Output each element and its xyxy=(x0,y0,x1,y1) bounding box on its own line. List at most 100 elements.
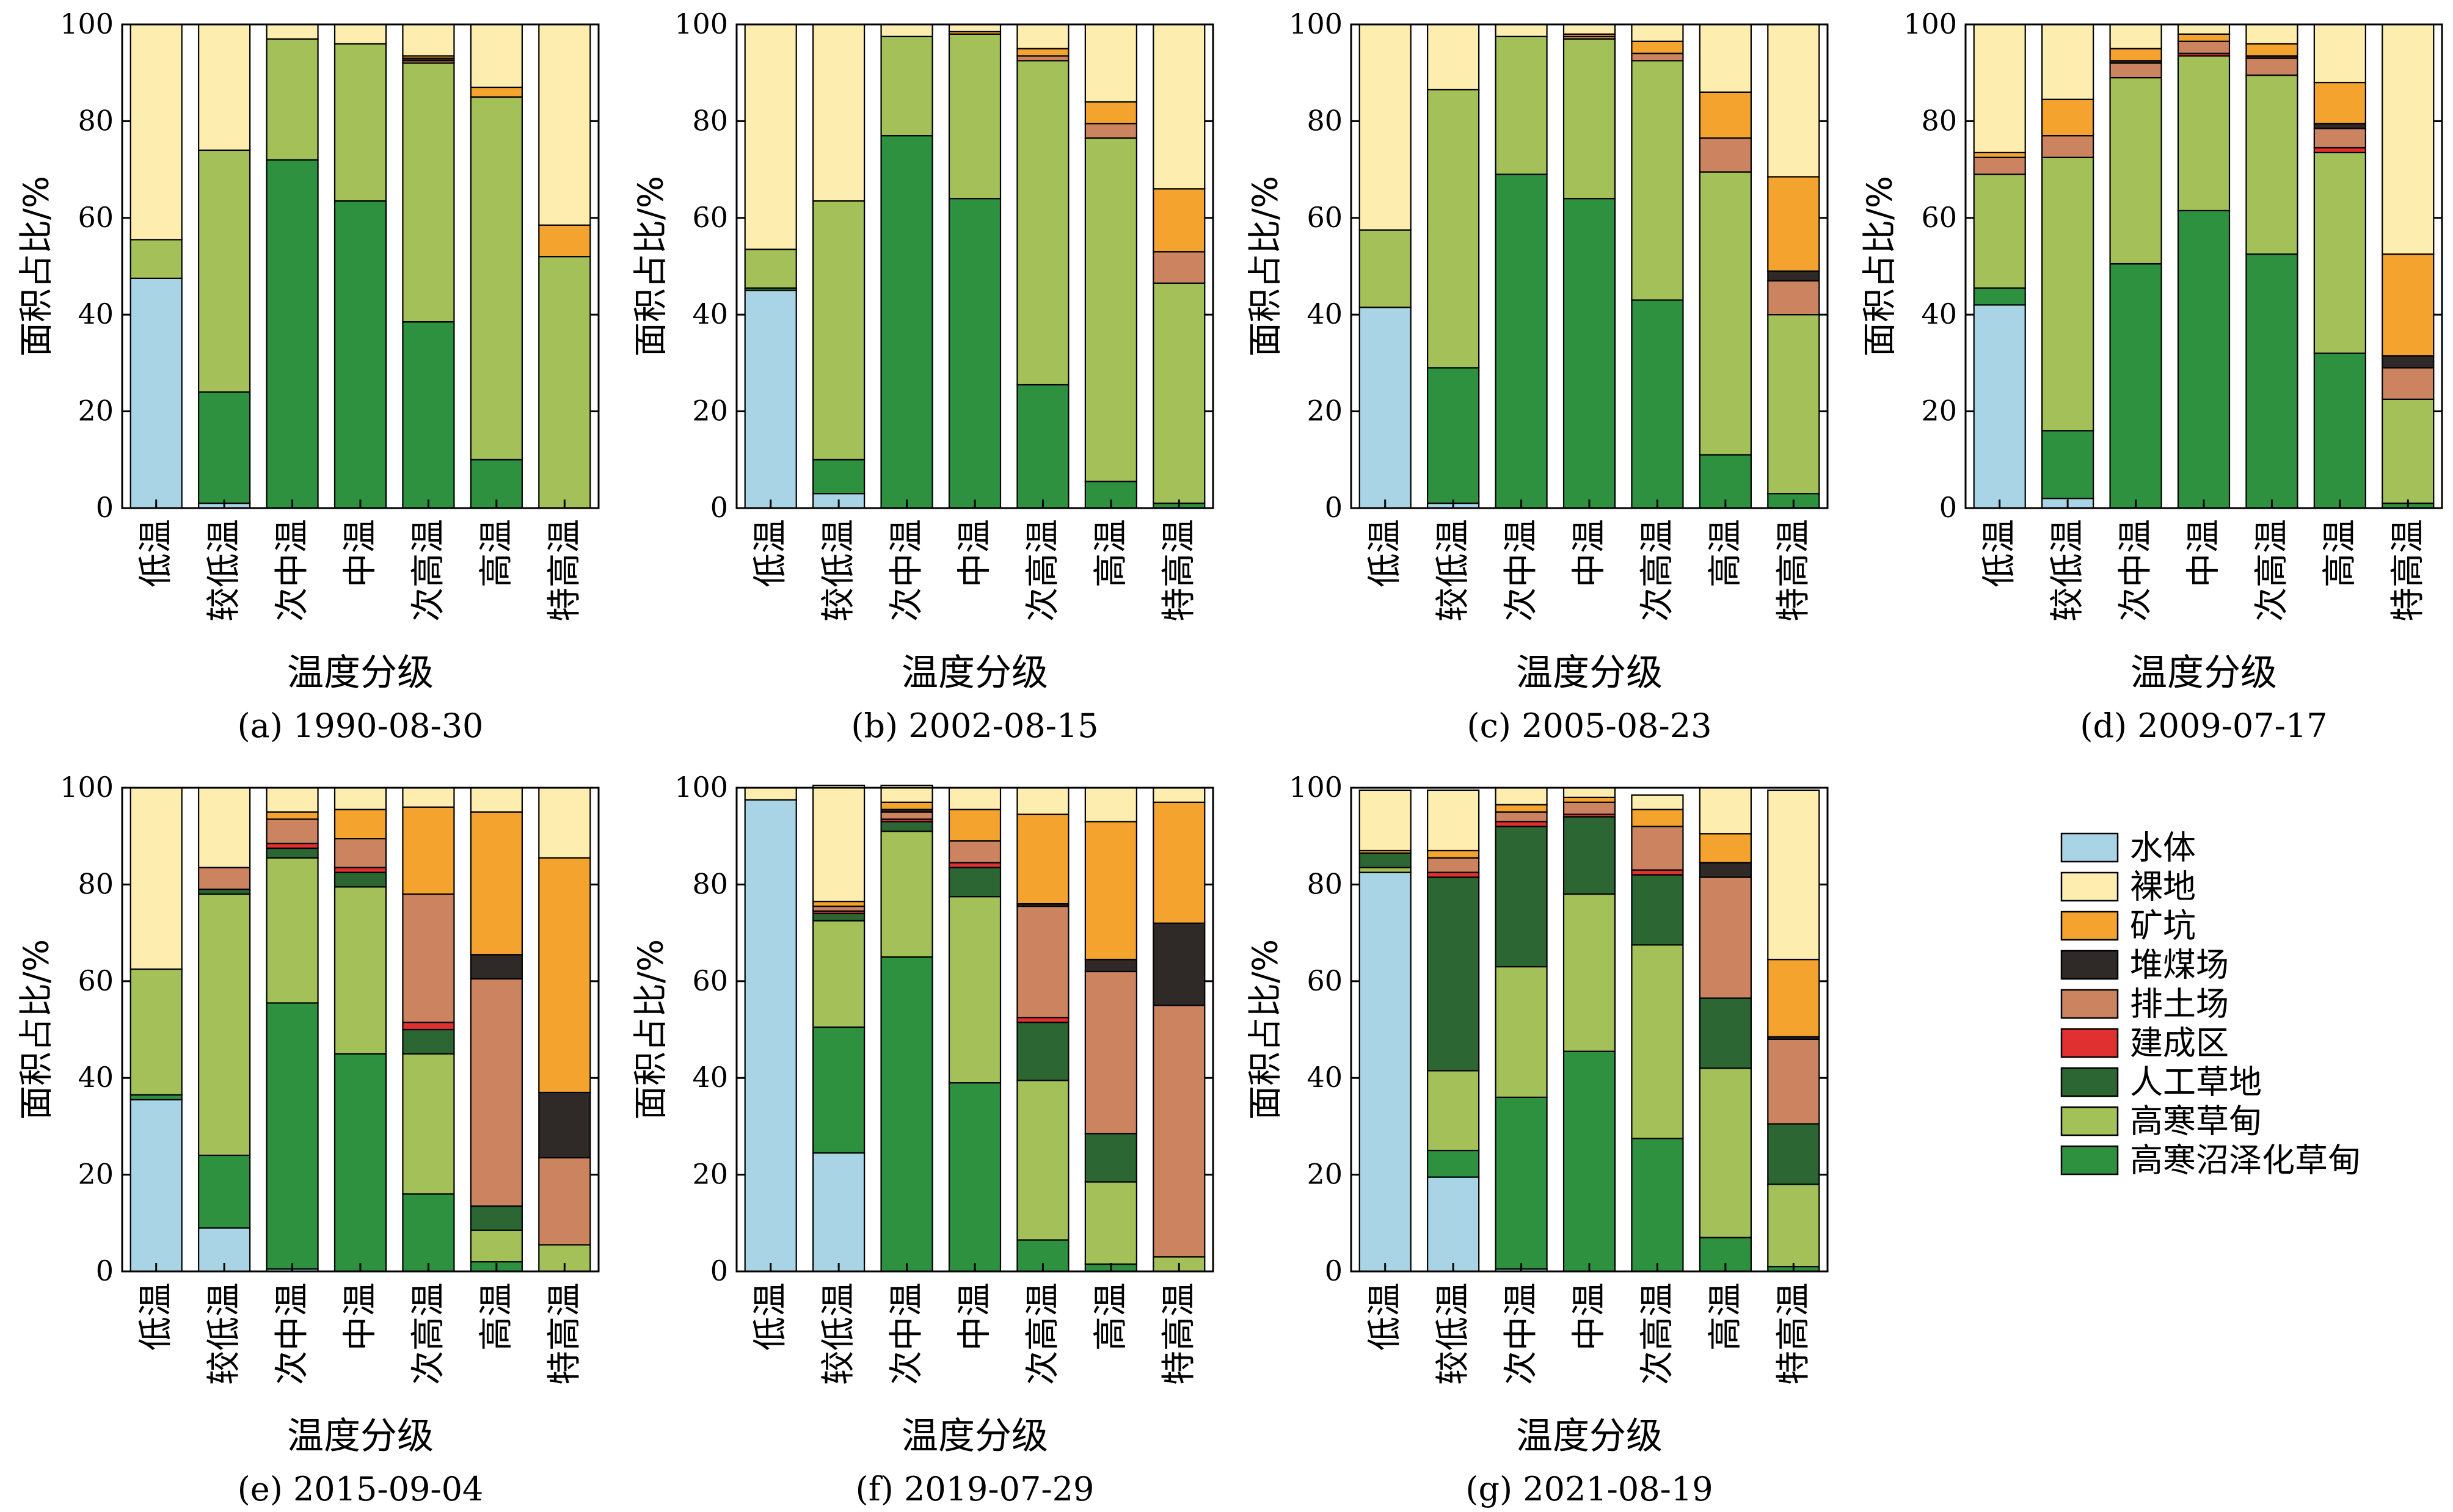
bar-segment xyxy=(470,96,523,460)
bar-segment xyxy=(334,871,387,888)
bar-segment xyxy=(1358,307,1412,509)
x-tick-label: 次高温 xyxy=(409,1282,448,1385)
bar-segment xyxy=(1084,1181,1137,1265)
bar-segment xyxy=(1016,905,1070,1019)
bar-segment xyxy=(812,901,866,907)
legend-label: 堆煤场 xyxy=(2130,946,2229,984)
bar-segment xyxy=(1495,173,1548,509)
chart-panel: 0 20 40 60 80 100 低温 较低温 次中温 中温 次高温 高温 特高温 面积占比/% 温度分级… xyxy=(1246,771,1829,1508)
x-tick-label: 次中温 xyxy=(887,519,927,622)
bar-segment xyxy=(1495,1096,1548,1270)
x-tick-label: 高温 xyxy=(1091,1282,1131,1351)
bar-segment xyxy=(2177,40,2231,54)
bar-segment xyxy=(1631,23,1684,42)
x-tick-label: 中温 xyxy=(341,1282,381,1351)
bar-segment xyxy=(1427,1070,1480,1152)
bar-segment xyxy=(1767,176,1820,272)
x-tick-label: 较低温 xyxy=(1434,1282,1473,1385)
y-tick-label: 40 xyxy=(1921,297,1957,330)
bar-segment xyxy=(1427,789,1480,852)
x-tick-label: 次高温 xyxy=(1638,1282,1677,1385)
bar-segment xyxy=(2313,352,2366,509)
bar-segment xyxy=(1016,813,1070,905)
bar-segment xyxy=(402,893,455,1023)
x-axis-label: 温度分级 xyxy=(902,1415,1048,1458)
y-tick-label: 80 xyxy=(1307,104,1343,137)
bar-segment xyxy=(402,787,455,808)
bar-segment xyxy=(538,787,591,859)
bar-segment xyxy=(198,787,251,868)
bar-segment xyxy=(2041,98,2094,137)
bar-segment xyxy=(1084,970,1137,1135)
bar-segment xyxy=(1699,1067,1752,1238)
y-tick-label: 60 xyxy=(1307,964,1343,997)
y-tick-label: 60 xyxy=(78,964,114,997)
bar-segment xyxy=(1427,876,1480,1072)
bar-segment xyxy=(1358,871,1412,1273)
bar-segment xyxy=(402,23,455,57)
bar-segment xyxy=(1016,23,1070,49)
bar-segment xyxy=(744,289,797,509)
bar-segment xyxy=(948,867,1002,898)
bar-segment xyxy=(1767,1123,1820,1185)
chart-panel: 0 20 40 60 80 100 低温 较低温 次中温 中温 次高温 高温 特高温 面积占比/% 温度分级… xyxy=(632,771,1214,1508)
x-tick-label: 中温 xyxy=(1570,519,1609,587)
bar-segment xyxy=(812,912,866,921)
bar-segment xyxy=(198,149,251,393)
bar-segment xyxy=(1084,1133,1137,1183)
x-tick-label: 次中温 xyxy=(2116,519,2156,622)
bar-segment xyxy=(334,43,387,202)
bar-segment xyxy=(266,787,319,813)
x-tick-label: 高温 xyxy=(1091,519,1131,587)
bar-segment xyxy=(266,1002,319,1270)
bar-segment xyxy=(1562,796,1616,803)
x-tick-label: 次高温 xyxy=(1023,1282,1063,1385)
bar-segment xyxy=(198,893,251,1157)
bar-segment xyxy=(1973,151,2026,158)
x-tick-label: 特高温 xyxy=(2388,519,2428,622)
x-tick-label: 中温 xyxy=(341,519,381,587)
bar-segment xyxy=(1084,123,1137,139)
bar-segment xyxy=(1562,801,1616,815)
bar-segment xyxy=(948,896,1002,1084)
chart-panel: 0 20 40 60 80 100 低温 较低温 次中温 中温 次高温 高温 特高温 面积占比/% 温度分级… xyxy=(1861,7,2443,745)
bar-segment xyxy=(880,811,933,820)
bar-segment xyxy=(1427,1176,1480,1273)
y-tick-label: 40 xyxy=(78,1061,114,1094)
y-tick-label: 0 xyxy=(710,1254,728,1287)
y-tick-label: 40 xyxy=(692,1061,728,1094)
bar-segment xyxy=(948,840,1002,863)
bar-segment xyxy=(2245,23,2298,45)
bar-segment xyxy=(1631,794,1684,810)
x-axis-label: 温度分级 xyxy=(287,1415,434,1458)
bar-segment xyxy=(948,23,1002,32)
bar-segment xyxy=(2109,48,2162,62)
bar-segment xyxy=(1358,229,1412,308)
bar-segment xyxy=(470,23,523,89)
bar-segment xyxy=(1699,171,1752,456)
bar-segment xyxy=(129,1094,183,1100)
x-tick-label: 次中温 xyxy=(1501,519,1541,622)
y-axis-label: 面积占比/% xyxy=(632,939,671,1120)
x-tick-label: 特高温 xyxy=(545,1282,585,1385)
bar-segment xyxy=(1427,849,1480,859)
bar-segment xyxy=(744,23,797,250)
bar-segment xyxy=(1767,23,1820,178)
x-tick-label: 低温 xyxy=(136,519,176,587)
x-tick-label: 中温 xyxy=(955,519,995,587)
bar-segment xyxy=(2382,355,2435,369)
panel-caption: (c) 2005-08-23 xyxy=(1467,707,1712,745)
y-tick-label: 40 xyxy=(78,297,114,330)
bar-segment xyxy=(2109,62,2162,79)
x-tick-label: 高温 xyxy=(476,1282,516,1351)
x-tick-label: 次高温 xyxy=(2252,519,2292,622)
bar-segment xyxy=(1084,959,1137,973)
bar-segment xyxy=(198,889,251,895)
y-tick-label: 100 xyxy=(1903,7,1957,40)
x-tick-label: 高温 xyxy=(1705,519,1745,587)
y-tick-label: 40 xyxy=(1307,1061,1343,1094)
bar-segment xyxy=(880,23,933,37)
bar-segment xyxy=(2177,209,2231,509)
bar-segment xyxy=(812,1026,866,1154)
bar-segment xyxy=(1562,893,1616,1052)
